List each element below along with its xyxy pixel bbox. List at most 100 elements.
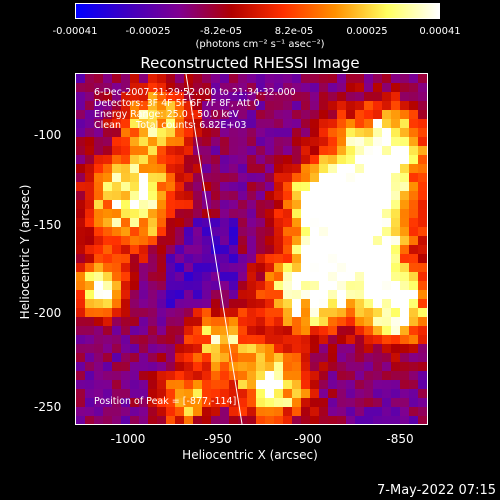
heatmap-cell <box>355 83 364 92</box>
heatmap-cell <box>382 353 391 362</box>
heatmap-cell <box>103 254 112 263</box>
heatmap-cell <box>220 83 229 92</box>
heatmap-cell <box>94 389 103 398</box>
heatmap-cell <box>193 272 202 281</box>
heatmap-cell <box>130 182 139 191</box>
heatmap-cell <box>355 317 364 326</box>
heatmap-cell <box>274 182 283 191</box>
heatmap-cell <box>184 146 193 155</box>
heatmap-cell <box>409 83 418 92</box>
heatmap-cell <box>409 182 418 191</box>
heatmap-cell <box>103 299 112 308</box>
heatmap-cell <box>382 362 391 371</box>
heatmap-cell <box>292 416 301 424</box>
heatmap-cell <box>328 236 337 245</box>
heatmap-cell <box>355 335 364 344</box>
heatmap-cell <box>355 344 364 353</box>
heatmap-cell <box>76 218 85 227</box>
heatmap-cell <box>328 200 337 209</box>
heatmap-cell <box>76 200 85 209</box>
heatmap-cell <box>94 92 103 101</box>
heatmap-cell <box>130 218 139 227</box>
heatmap-cell <box>157 245 166 254</box>
heatmap-cell <box>283 209 292 218</box>
heatmap-cell <box>193 218 202 227</box>
heatmap-cell <box>382 389 391 398</box>
heatmap-cell <box>175 128 184 137</box>
heatmap-cell <box>112 137 121 146</box>
heatmap-cell <box>346 164 355 173</box>
heatmap-cell <box>130 335 139 344</box>
heatmap-cell <box>184 290 193 299</box>
heatmap-cell <box>328 173 337 182</box>
heatmap-cell <box>166 218 175 227</box>
heatmap-cell <box>292 173 301 182</box>
heatmap-cell <box>310 182 319 191</box>
heatmap-cell <box>94 146 103 155</box>
heatmap-cell <box>418 281 427 290</box>
heatmap-cell <box>85 272 94 281</box>
heatmap-cell <box>346 119 355 128</box>
heatmap-cell <box>238 254 247 263</box>
heatmap-cell <box>85 200 94 209</box>
heatmap-cell <box>346 299 355 308</box>
heatmap-cell <box>418 398 427 407</box>
heatmap-cell <box>148 362 157 371</box>
heatmap-cell <box>274 218 283 227</box>
heatmap-cell <box>157 218 166 227</box>
heatmap-cell <box>346 317 355 326</box>
heatmap-cell <box>220 299 229 308</box>
heatmap-cell <box>310 371 319 380</box>
heatmap-cell <box>382 218 391 227</box>
heatmap-cell <box>418 272 427 281</box>
heatmap-cell <box>310 281 319 290</box>
heatmap-cell <box>337 353 346 362</box>
heatmap-cell <box>193 200 202 209</box>
heatmap-cell <box>130 398 139 407</box>
heatmap-cell <box>373 371 382 380</box>
heatmap-cell <box>85 335 94 344</box>
heatmap-cell <box>400 272 409 281</box>
heatmap-cell <box>184 362 193 371</box>
heatmap-cell <box>130 236 139 245</box>
heatmap-cell <box>220 173 229 182</box>
heatmap-cell <box>166 407 175 416</box>
heatmap-cell <box>76 227 85 236</box>
heatmap-cell <box>265 182 274 191</box>
heatmap-cell <box>166 74 175 83</box>
heatmap-cell <box>364 119 373 128</box>
heatmap-cell <box>202 407 211 416</box>
heatmap-cell <box>112 389 121 398</box>
heatmap-cell <box>319 380 328 389</box>
heatmap-cell <box>148 200 157 209</box>
heatmap-cell <box>283 74 292 83</box>
heatmap-cell <box>391 398 400 407</box>
heatmap-cell <box>400 371 409 380</box>
heatmap-cell <box>319 353 328 362</box>
heatmap-cell <box>148 173 157 182</box>
heatmap-cell <box>121 308 130 317</box>
heatmap-cell <box>274 263 283 272</box>
colorbar-tick-label: -0.00025 <box>125 26 171 37</box>
heatmap-cell <box>256 353 265 362</box>
heatmap-cell <box>373 182 382 191</box>
heatmap-cell <box>85 281 94 290</box>
heatmap-cell <box>310 200 319 209</box>
heatmap-cell <box>130 245 139 254</box>
heatmap-cell <box>319 308 328 317</box>
heatmap-cell <box>400 335 409 344</box>
heatmap-cell <box>283 272 292 281</box>
heatmap-cell <box>202 209 211 218</box>
heatmap-cell <box>103 191 112 200</box>
heatmap-cell <box>409 74 418 83</box>
heatmap-cell <box>265 164 274 173</box>
heatmap-cell <box>184 263 193 272</box>
heatmap-cell <box>391 272 400 281</box>
heatmap-cell <box>211 209 220 218</box>
heatmap-cell <box>229 137 238 146</box>
heatmap-cell <box>103 407 112 416</box>
heatmap-cell <box>184 254 193 263</box>
heatmap-cell <box>175 83 184 92</box>
heatmap-cell <box>175 101 184 110</box>
heatmap-cell <box>256 281 265 290</box>
